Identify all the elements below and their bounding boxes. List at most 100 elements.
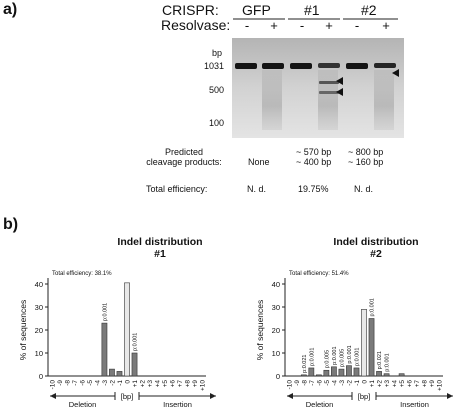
arrowhead-icon [447,393,453,399]
y-tick-label: 20 [35,326,43,335]
y-axis-label: % of sequences [18,300,28,360]
x-tick-label: +10 [200,380,207,391]
insertion-label: Insertion [163,400,192,409]
chart-1-title: Indel distribution #1 [80,236,240,260]
predicted-gfp: None [248,157,270,167]
predicted-label-1: Predicted [164,147,204,157]
x-tick-label: -6 [316,380,323,386]
x-tick-label: +2 [140,380,147,388]
p-value-label: p:0.001 [102,303,108,321]
chart-1-title-text: Indel distribution [117,236,203,248]
group-label-1: #1 [304,2,320,18]
bar [131,352,138,377]
bar [361,308,367,377]
x-tick-label: -10 [286,380,293,390]
x-tick-label: -5 [87,380,94,386]
p-value-label: p:0.001 [332,346,338,364]
p-value-label: p:0.001 [354,348,360,366]
lane-sign: + [270,18,278,33]
p-value-label: p:0.001 [385,353,391,371]
x-tick-label: 0 [362,380,369,384]
crispr-label: CRISPR: [162,2,219,18]
arrowhead-icon [210,393,216,399]
x-tick-label: +10 [437,380,444,391]
x-tick-label: +6 [170,380,177,388]
x-axis-label: [bp] [121,392,134,401]
p-value-label: p:0.021 [302,354,308,372]
band-arrowheads [336,69,399,96]
efficiency-1: 19.75% [298,184,329,194]
x-tick-label: +4 [392,380,399,388]
p-value-label: p:0.001 [370,298,376,316]
x-tick-label: -2 [109,380,116,386]
group-label-2: #2 [361,2,377,18]
efficiency-annotation: Total efficiency: 51.4% [289,271,349,277]
x-tick-label: +1 [369,380,376,388]
insertion-label: Insertion [400,400,429,409]
bar [353,367,360,377]
predicted-1-line1: ~ 570 bp [296,147,332,157]
x-tick-label: +9 [429,380,436,388]
predicted-1-line2: ~ 400 bp [296,157,332,167]
marker-1031: 1031 [203,61,224,71]
p-value-label: p:0.005 [339,349,345,367]
y-tick-label: 40 [272,280,280,289]
efficiency-label: Total efficiency: [146,184,208,194]
gel-image [232,38,404,138]
bar [331,366,337,377]
p-value-label: p:0.001 [309,348,315,366]
x-tick-label: +3 [147,380,154,388]
bp-unit: bp [211,48,222,58]
deletion-label: Deletion [306,400,334,409]
p-value-label: p:0.021 [377,351,383,369]
x-tick-label: +7 [414,380,421,388]
bar [346,365,352,377]
panel-a-label: a) [3,1,18,18]
x-tick-label: -6 [79,380,86,386]
x-tick-label: +1 [132,380,139,388]
y-axis-label: % of sequences [255,300,265,360]
y-tick-label: 20 [272,326,280,335]
x-axis-label: [bp] [358,392,371,401]
arrowhead-icon [50,393,56,399]
x-tick-label: -7 [309,380,316,386]
x-tick-label: -9 [57,380,64,386]
panel-b-label: b) [3,216,19,233]
x-tick-label: -8 [64,380,71,386]
x-tick-label: +3 [384,380,391,388]
bar [376,371,382,377]
x-tick-label: +5 [162,380,169,388]
x-tick-label: +6 [407,380,414,388]
bar [338,368,345,377]
bar [315,374,322,377]
predicted-label-2: cleavage products: [146,157,222,167]
bar [308,367,315,377]
deletion-label: Deletion [69,400,97,409]
bar [383,373,390,377]
chart-1-subtitle: #1 [154,248,166,260]
x-tick-label: -1 [117,380,124,386]
x-tick-label: -9 [294,380,301,386]
x-tick-label: -1 [354,380,361,386]
efficiency-annotation: Total efficiency: 38.1% [52,271,112,277]
x-tick-label: +2 [377,380,384,388]
x-tick-label: +5 [399,380,406,388]
x-tick-label: +8 [185,380,192,388]
lane-sign: + [325,18,333,33]
lane-sign: - [354,18,360,33]
group-label-gfp: GFP [242,2,271,18]
marker-500: 500 [208,85,224,95]
efficiency-2: N. d. [354,184,374,194]
bar [116,371,123,377]
bar [124,282,130,377]
x-tick-label: -5 [324,380,331,386]
x-tick-label: -7 [72,380,79,386]
lane-sign: + [382,18,390,33]
y-tick-label: 10 [272,349,280,358]
y-tick-label: 0 [39,372,43,381]
indel-chart-1: 0 10 20 30 40 % of sequences Total efficiency:… [18,271,216,409]
arrowhead-icon [392,69,399,77]
efficiency-gfp: N. d. [247,184,267,194]
x-tick-label: -4 [94,380,101,386]
bar [323,369,330,377]
